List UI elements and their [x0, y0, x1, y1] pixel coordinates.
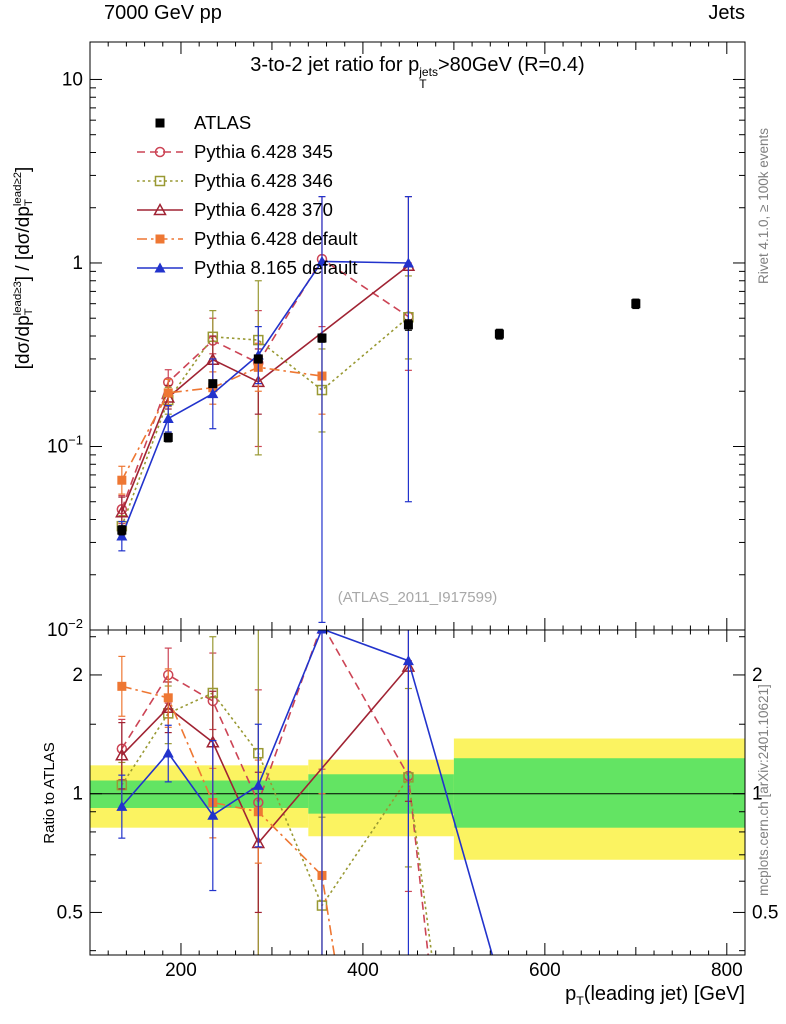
legend-item-pythia-6-428-345: Pythia 6.428 345: [136, 137, 358, 166]
svg-text:2: 2: [752, 665, 763, 686]
legend-label: Pythia 8.165 default: [194, 256, 358, 278]
svg-text:0.5: 0.5: [752, 902, 778, 923]
green-band: [453, 758, 745, 828]
rivet-version-note: Rivet 4.1.0, ≥ 100k events: [755, 128, 771, 284]
svg-text:1: 1: [72, 784, 83, 805]
mcplots-reference-note: mcplots.cern.ch [arXiv:2401.10621]: [755, 684, 771, 896]
svg-text:400: 400: [347, 960, 379, 981]
svg-text:10−1: 10−1: [47, 432, 83, 457]
legend-item-pythia-6-428-370: Pythia 6.428 370: [136, 195, 358, 224]
analysis-id-watermark: (ATLAS_2011_I917599): [337, 589, 498, 606]
legend-marker-pythia-6-428-370: [137, 202, 183, 215]
legend-label: Pythia 6.428 346: [194, 169, 333, 191]
legend-marker-pythia-8-165-default: [137, 262, 183, 272]
legend: ATLAS Pythia 6.428 345 Pythia 6.428 346 Pyt…: [136, 108, 358, 282]
svg-text:0.5: 0.5: [57, 902, 83, 923]
svg-text:1: 1: [72, 253, 83, 274]
main-y-axis-label: [dσ/dp lead≥3 T] / [dσ/dp lead≥2 T]: [12, 166, 35, 370]
beam-info: 7000 GeV pp: [104, 2, 222, 24]
series-main-pythia-6-428-default: [117, 337, 327, 495]
series-ratio-pythia-8-165-default: [116, 630, 494, 955]
legend-item-pythia-8-165-default: Pythia 8.165 default: [136, 253, 358, 282]
analysis-group: Jets: [708, 2, 745, 24]
legend-label: Pythia 6.428 345: [194, 140, 333, 162]
axis-ticks: [90, 42, 745, 955]
legend-item-pythia-6-428-346: Pythia 6.428 346: [136, 166, 358, 195]
legend-marker-atlas: [155, 118, 165, 127]
svg-text:200: 200: [165, 960, 197, 981]
svg-text:800: 800: [711, 960, 743, 981]
series-main-atlas: [117, 298, 641, 536]
series-main-pythia-8-165-default: [116, 195, 414, 624]
legend-label: Pythia 6.428 370: [194, 198, 333, 220]
legend-item-pythia-6-428-default: Pythia 6.428 default: [136, 224, 358, 253]
ratio-y-axis-label: Ratio to ATLAS: [40, 742, 58, 844]
svg-text:1: 1: [752, 784, 763, 805]
series-ratio-pythia-6-428-370: [115, 630, 416, 914]
title-text: 3-to-2 jet ratio for p: [250, 54, 420, 76]
legend-item-atlas: ATLAS: [136, 108, 358, 137]
legend-label: ATLAS: [194, 111, 252, 133]
tick-labels: 200 400 600 800 10−2 10−1 1 10 0.5 0.5 1 1 2 2: [47, 69, 778, 981]
legend-marker-pythia-6-428-default: [137, 234, 183, 243]
legend-marker-pythia-6-428-345: [137, 146, 183, 157]
x-axis-label: pT(leading jet) [GeV]: [565, 983, 745, 1008]
title-pt-script: jets T: [419, 65, 438, 91]
series-ratio-pythia-6-428-default: [117, 655, 336, 955]
legend-label: Pythia 6.428 default: [194, 227, 358, 249]
svg-text:10: 10: [62, 69, 83, 90]
svg-text:600: 600: [529, 960, 561, 981]
plot-title: 3-to-2 jet ratio for p jets T >80GeV (R=0.4…: [250, 54, 585, 91]
svg-text:2: 2: [72, 665, 83, 686]
svg-text:10−2: 10−2: [47, 616, 83, 641]
legend-marker-pythia-6-428-346: [137, 175, 183, 186]
